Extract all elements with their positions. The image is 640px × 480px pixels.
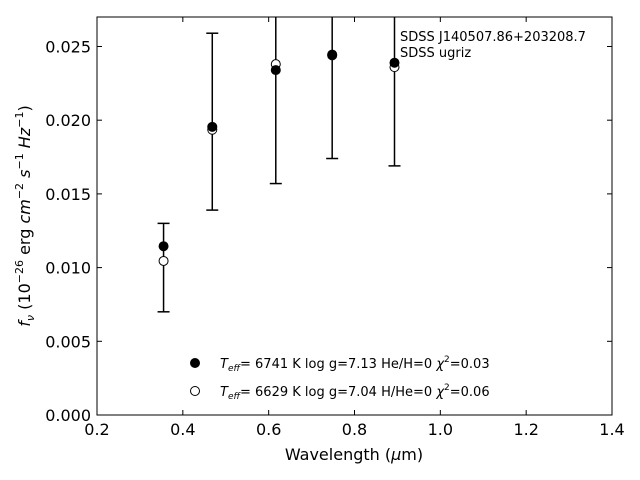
x-tick-label: 0.8 (342, 420, 367, 439)
filled-point (207, 121, 218, 132)
y-ticks: 0.000 0.005 0.010 0.015 0.020 0.025 (45, 37, 612, 425)
open-point (158, 255, 169, 266)
y-tick-label: 0.005 (45, 332, 91, 351)
filled-point (158, 241, 169, 252)
x-tick-label: 0.6 (256, 420, 281, 439)
x-tick-label: 1.4 (599, 420, 624, 439)
legend-label-2: Teff= 6629 K log g=7.04 H/He=0 χ2=0.06 (220, 383, 490, 402)
y-tick-label: 0.000 (45, 406, 91, 425)
annotation-object-name: SDSS J140507.86+203208.7 (400, 30, 586, 45)
y-tick-label: 0.020 (45, 111, 91, 130)
y-axis-label: fν (10−26 erg cm−2 s−1 Hz−1) (13, 105, 37, 326)
x-axis-label: Wavelength (μm) (285, 445, 423, 464)
x-ticks: 0.2 0.4 0.6 0.8 1.0 1.2 1.4 (84, 17, 625, 439)
legend: Teff= 6741 K log g=7.13 He/H=0 χ2=0.03 T… (190, 355, 490, 402)
y-tick-label: 0.010 (45, 259, 91, 278)
x-tick-label: 1.2 (513, 420, 538, 439)
data-markers (158, 49, 400, 266)
y-tick-label: 0.025 (45, 37, 91, 56)
y-tick-label: 0.015 (45, 185, 91, 204)
annotation-filter-set: SDSS ugriz (400, 46, 471, 61)
filled-point (270, 65, 281, 76)
x-tick-label: 1.0 (428, 420, 453, 439)
error-bars (157, 17, 401, 313)
filled-point (327, 49, 338, 60)
legend-label-1: Teff= 6741 K log g=7.13 He/H=0 χ2=0.03 (220, 355, 490, 374)
x-tick-label: 0.4 (170, 420, 195, 439)
legend-marker-open (190, 386, 200, 396)
filled-point (389, 57, 400, 68)
legend-marker-filled (190, 358, 200, 368)
x-tick-label: 0.2 (84, 420, 109, 439)
